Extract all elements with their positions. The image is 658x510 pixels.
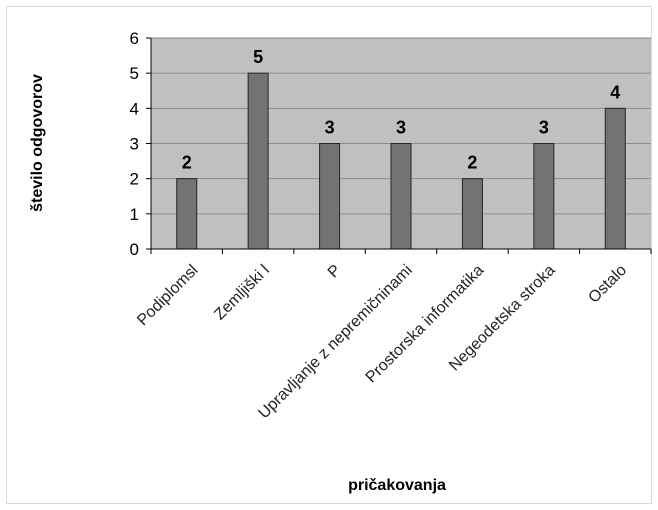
- x-axis-title: pričakovanja: [348, 477, 446, 494]
- category-label: Ostalo: [585, 262, 630, 307]
- y-tick-label: 4: [130, 99, 139, 118]
- bar: [247, 72, 269, 250]
- data-label: 3: [396, 118, 406, 138]
- category-label: Upravljanje z nepremičninami: [255, 262, 415, 422]
- x-axis-ticks: [150, 248, 652, 254]
- data-label: 2: [182, 153, 192, 173]
- data-label: 4: [610, 82, 620, 102]
- bar: [604, 107, 626, 250]
- category-label: P: [325, 262, 345, 282]
- y-axis-ticks: 0 1 2 3 4 5 6: [130, 29, 152, 259]
- y-tick-label: 0: [130, 240, 139, 259]
- chart-frame: [6, 6, 652, 504]
- data-label: 2: [467, 153, 477, 173]
- category-label: Zemljiški l: [211, 262, 273, 324]
- bar: [533, 143, 555, 250]
- y-tick-label: 2: [130, 170, 139, 189]
- y-tick-label: 3: [130, 135, 139, 154]
- bars: [176, 72, 626, 250]
- y-tick-label: 5: [130, 64, 139, 83]
- data-label: 5: [253, 47, 263, 67]
- y-tick-label: 6: [130, 29, 139, 48]
- data-label: 3: [539, 118, 549, 138]
- bar: [319, 143, 341, 250]
- y-axis-title: število odgovorov: [29, 74, 46, 212]
- data-labels: 2 5 3 3 2 3 4: [182, 47, 621, 173]
- y-tick-label: 1: [130, 205, 139, 224]
- gridlines: [151, 37, 651, 215]
- category-label: Podiplomsl: [134, 262, 201, 329]
- bar: [176, 178, 198, 250]
- category-label: Prostorska informatika: [363, 262, 488, 387]
- bar: [390, 143, 412, 250]
- bar: [461, 178, 483, 250]
- data-label: 3: [325, 118, 335, 138]
